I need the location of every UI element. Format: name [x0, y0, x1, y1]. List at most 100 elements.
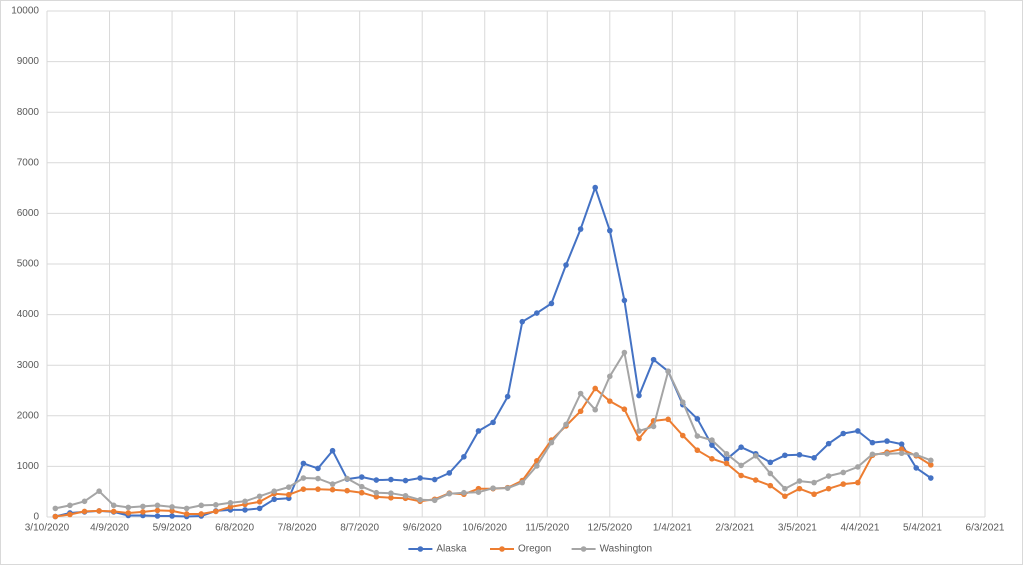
data-point — [869, 439, 876, 446]
data-point — [665, 368, 671, 375]
y-tick-label: 5000 — [17, 259, 40, 270]
data-point — [125, 510, 132, 516]
data-point — [636, 392, 642, 399]
data-point — [373, 493, 380, 500]
data-point — [752, 477, 759, 483]
data-point — [563, 421, 569, 428]
data-point — [358, 474, 365, 480]
data-point — [694, 416, 701, 422]
data-point — [315, 465, 321, 472]
data-point — [679, 432, 686, 439]
data-point — [271, 496, 278, 503]
data-point — [767, 470, 774, 477]
data-point — [242, 498, 248, 505]
data-point — [213, 502, 219, 508]
data-point — [884, 438, 890, 444]
data-point — [592, 385, 599, 392]
x-tick-label: 11/5/2020 — [525, 523, 569, 534]
data-point — [344, 487, 350, 494]
data-point — [811, 479, 817, 486]
data-point — [679, 399, 686, 405]
data-point — [373, 489, 380, 496]
data-point — [125, 504, 132, 511]
data-point — [402, 492, 409, 499]
data-point — [577, 408, 584, 415]
data-point — [548, 439, 555, 446]
data-point — [928, 457, 934, 464]
data-point — [475, 428, 482, 434]
data-point — [154, 507, 161, 514]
data-point — [227, 500, 234, 506]
data-point — [796, 485, 803, 492]
x-tick-label: 5/9/2020 — [153, 523, 192, 534]
x-tick-label: 12/5/2020 — [588, 523, 633, 534]
data-point — [855, 464, 861, 470]
data-point — [694, 433, 701, 439]
data-point — [534, 463, 540, 469]
data-point — [169, 508, 175, 514]
data-point — [81, 508, 88, 515]
y-tick-label: 10000 — [11, 6, 39, 17]
x-tick-label: 4/9/2020 — [90, 523, 129, 534]
data-point — [869, 451, 876, 458]
data-point — [417, 475, 423, 481]
data-point — [796, 451, 803, 458]
data-point — [256, 499, 263, 505]
legend-label: Oregon — [518, 544, 551, 555]
data-point — [723, 450, 730, 457]
data-point — [388, 490, 394, 497]
data-point — [271, 488, 278, 494]
data-point — [825, 485, 832, 492]
data-point — [592, 184, 599, 191]
data-point — [198, 502, 205, 509]
data-point — [504, 485, 511, 491]
x-tick-label: 9/6/2020 — [403, 523, 442, 534]
data-point — [855, 428, 861, 434]
data-point — [140, 503, 146, 510]
data-point — [723, 460, 730, 467]
data-point — [898, 446, 905, 452]
data-point — [840, 469, 847, 476]
x-tick-label: 6/8/2020 — [215, 523, 254, 534]
data-point — [329, 486, 336, 493]
data-point — [388, 494, 394, 501]
data-point — [81, 498, 88, 505]
y-tick-label: 6000 — [17, 208, 40, 219]
data-point — [315, 475, 321, 482]
data-point — [577, 226, 584, 232]
data-point — [285, 484, 292, 490]
data-point — [855, 479, 861, 486]
y-tick-label: 3000 — [17, 360, 40, 371]
data-point — [519, 479, 526, 486]
data-point — [388, 476, 394, 483]
data-point — [373, 477, 380, 483]
data-point — [548, 300, 555, 307]
data-point — [709, 456, 715, 462]
legend-label: Alaska — [436, 544, 466, 555]
data-point — [898, 450, 905, 457]
data-point — [169, 504, 175, 510]
data-point — [782, 485, 788, 492]
data-point — [723, 456, 730, 463]
data-point — [475, 489, 482, 496]
data-point — [840, 430, 847, 437]
data-point — [709, 442, 715, 448]
y-tick-label: 4000 — [17, 309, 40, 320]
data-point — [650, 423, 657, 430]
data-point — [315, 486, 321, 492]
data-point — [738, 472, 744, 479]
data-point — [140, 509, 146, 515]
data-point — [738, 444, 744, 450]
x-tick-label: 10/6/2020 — [462, 523, 507, 534]
data-point — [592, 406, 599, 413]
data-point — [796, 478, 803, 484]
data-point — [898, 441, 905, 447]
y-tick-label: 0 — [33, 512, 39, 523]
data-point — [519, 318, 526, 325]
x-tick-label: 1/4/2021 — [653, 523, 692, 534]
data-point — [431, 476, 438, 483]
data-point — [256, 505, 263, 512]
data-point — [329, 447, 336, 454]
